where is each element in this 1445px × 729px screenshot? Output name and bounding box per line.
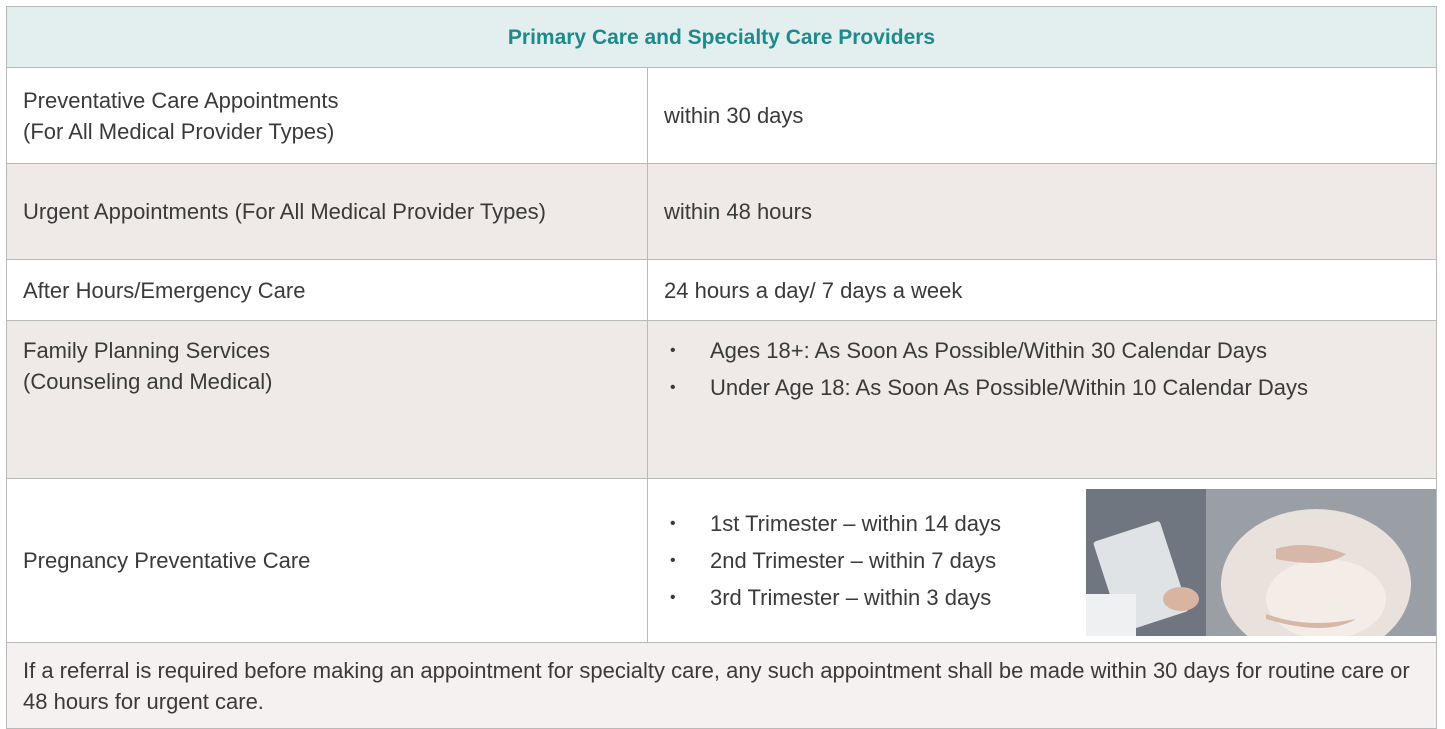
footer-row: If a referral is required before making … <box>6 642 1437 729</box>
photo <box>1086 489 1436 636</box>
row-value: Ages 18+: As Soon As Possible/Within 30 … <box>647 320 1437 479</box>
list-item: 3rd Trimester – within 3 days <box>670 582 1436 613</box>
list-item: Under Age 18: As Soon As Possible/Within… <box>670 372 1420 403</box>
row: Preventative Care Appointments (For All … <box>6 67 1437 164</box>
list: Ages 18+: As Soon As Possible/Within 30 … <box>664 321 1420 403</box>
row: Pregnancy Preventative Care 1st Trimeste… <box>6 478 1437 643</box>
access-table: Primary Care and Specialty Care Provider… <box>6 6 1437 729</box>
header-row: Primary Care and Specialty Care Provider… <box>6 6 1437 68</box>
row: After Hours/Emergency Care 24 hours a day… <box>6 259 1437 321</box>
list-item: Ages 18+: As Soon As Possible/Within 30 … <box>670 335 1420 366</box>
row-label: Pregnancy Preventative Care <box>6 478 648 643</box>
list: 1st Trimester – within 14 days 2nd Trime… <box>664 508 1436 613</box>
row-value: 1st Trimester – within 14 days 2nd Trime… <box>647 478 1437 643</box>
row-label: Urgent Appointments (For All Medical Pro… <box>6 163 648 260</box>
table-title: Primary Care and Specialty Care Provider… <box>6 6 1437 68</box>
list-item: 2nd Trimester – within 7 days <box>670 545 1436 576</box>
row-label: Family Planning Services (Counseling and… <box>6 320 648 479</box>
row-value: within 30 days <box>647 67 1437 164</box>
list-item: 1st Trimester – within 14 days <box>670 508 1436 539</box>
row-value: 24 hours a day/ 7 days a week <box>647 259 1437 321</box>
row-label: After Hours/Emergency Care <box>6 259 648 321</box>
row-label: Preventative Care Appointments (For All … <box>6 67 648 164</box>
footer-note: If a referral is required before making … <box>6 642 1437 729</box>
row-value: within 48 hours <box>647 163 1437 260</box>
row: Urgent Appointments (For All Medical Pro… <box>6 163 1437 260</box>
row: Family Planning Services (Counseling and… <box>6 320 1437 479</box>
